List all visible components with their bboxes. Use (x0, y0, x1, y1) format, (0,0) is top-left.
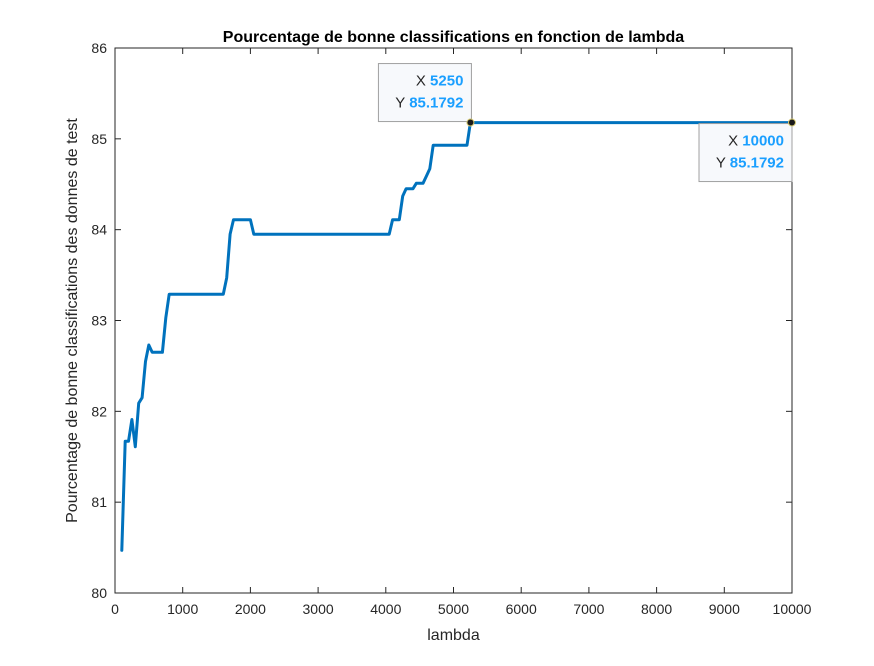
datatip-x-value: 10000 (742, 133, 784, 150)
datatip-box (698, 123, 793, 183)
y-tick-label: 86 (91, 40, 107, 56)
x-tick-label: 3000 (303, 601, 334, 617)
datatip-x-row: X 10000 (728, 133, 784, 150)
datatip-y-key: Y (395, 95, 409, 112)
y-axis-label: Pourcentage de bonne classifications des… (64, 118, 81, 523)
datatip-x-key: X (416, 73, 430, 90)
x-tick-label: 4000 (370, 601, 401, 617)
x-tick-label: 5000 (438, 601, 469, 617)
x-axis-ticks: 0 1000 2000 3000 4000 5000 6000 7000 8000 9000 100… (111, 48, 812, 617)
x-tick-label: 1000 (167, 601, 198, 617)
y-axis-ticks: 80 81 82 83 84 85 86 (91, 40, 792, 601)
datatip-box (377, 63, 472, 123)
y-tick-label: 83 (91, 313, 107, 329)
y-tick-label: 85 (91, 131, 107, 147)
datatip-y-value: 85.1792 (730, 155, 784, 172)
x-tick-label: 9000 (709, 601, 740, 617)
datatip-1[interactable]: X 5250 Y 85.1792 (377, 63, 475, 127)
datatip-y-value: 85.1792 (409, 95, 463, 112)
series-layer (120, 121, 794, 552)
x-tick-label: 8000 (641, 601, 672, 617)
x-tick-label: 2000 (235, 601, 266, 617)
datatip-x-value: 5250 (430, 73, 463, 90)
x-tick-label: 10000 (773, 601, 812, 617)
datatip-y-key: Y (716, 155, 730, 172)
datatip-layer: X 5250 Y 85.1792 X 10000 Y 85.1792 (377, 63, 796, 183)
y-tick-label: 80 (91, 585, 107, 601)
y-tick-label: 82 (91, 403, 107, 419)
axes-box (114, 47, 793, 594)
datatip-marker[interactable] (788, 118, 796, 127)
chart-title: Pourcentage de bonne classifications en … (223, 29, 685, 46)
plot-background (115, 48, 792, 593)
x-tick-label: 0 (111, 601, 119, 617)
series-line-1 (120, 121, 794, 552)
datatip-marker[interactable] (466, 118, 475, 127)
datatip-x-key: X (728, 133, 742, 150)
x-axis-label: lambda (427, 627, 480, 644)
datatip-y-row: Y 85.1792 (716, 155, 784, 172)
y-tick-label: 84 (91, 222, 107, 238)
x-tick-label: 7000 (573, 601, 604, 617)
y-tick-label: 81 (91, 494, 107, 510)
datatip-x-row: X 5250 (416, 73, 464, 90)
x-tick-label: 6000 (506, 601, 537, 617)
datatip-2[interactable]: X 10000 Y 85.1792 (698, 118, 796, 183)
datatip-y-row: Y 85.1792 (395, 95, 463, 112)
